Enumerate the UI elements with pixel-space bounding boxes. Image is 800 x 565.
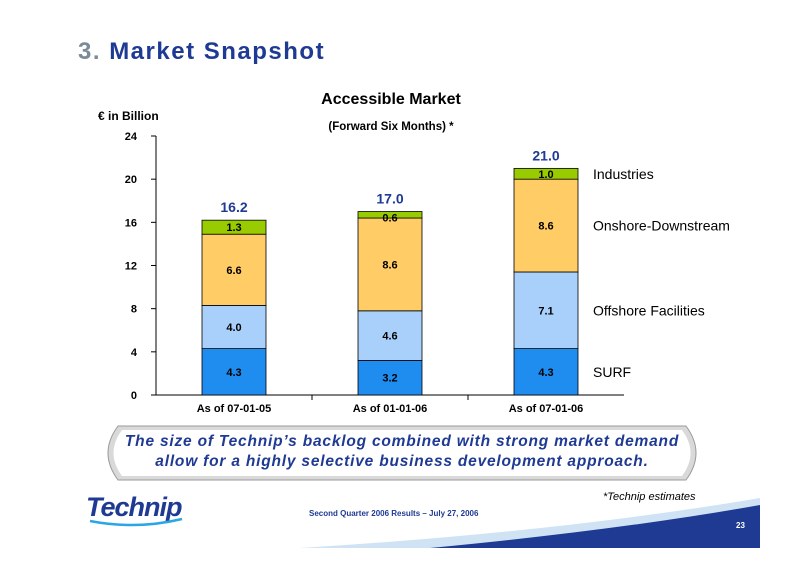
bar-segment: [513, 271, 579, 349]
x-tick-label: As of 01-01-06: [353, 403, 428, 415]
chart-subtitle: (Forward Six Months) *: [328, 121, 454, 133]
data-label: 4.6: [382, 331, 397, 343]
bar-segment: [357, 360, 423, 396]
data-label: 8.6: [538, 221, 553, 233]
technip-logo: Technip: [86, 492, 183, 527]
data-label: 0.6: [382, 213, 397, 225]
bar-segment: [357, 310, 423, 361]
bar-segment: [201, 348, 267, 396]
bar-segment: [513, 167, 579, 180]
total-label: 21.0: [532, 147, 559, 163]
data-label: 7.1: [538, 305, 553, 317]
y-tick-label: 16: [125, 217, 137, 229]
data-label: 1.3: [226, 222, 241, 234]
data-label: 4.3: [538, 367, 553, 379]
bar-segment: [357, 217, 423, 312]
data-label: 1.0: [538, 169, 553, 181]
callout-text: The size of Technip’s backlog combined w…: [96, 432, 708, 472]
chart-title: Accessible Market: [321, 91, 461, 108]
footnote: *Technip estimates: [603, 491, 696, 503]
data-label: 3.2: [382, 373, 397, 385]
data-label: 8.6: [382, 259, 397, 271]
data-label: 4.0: [226, 322, 241, 334]
section-title: Market Snapshot: [109, 38, 326, 65]
bar-segment: [513, 178, 579, 273]
callout-box: The size of Technip’s backlog combined w…: [96, 424, 708, 482]
y-tick-label: 20: [125, 174, 137, 186]
data-label: 6.6: [226, 265, 241, 277]
data-label: 4.3: [226, 367, 241, 379]
section-number: 3.: [78, 38, 102, 65]
page-title: 3. Market Snapshot: [78, 38, 325, 66]
x-tick-label: As of 07-01-06: [509, 403, 584, 415]
footer-text: Second Quarter 2006 Results – July 27, 2…: [309, 509, 479, 518]
legend-label: Industries: [593, 166, 654, 182]
legend-label: Onshore-Downstream: [593, 218, 730, 234]
bar-segment: [201, 219, 267, 235]
logo-wordmark: Technip: [86, 492, 182, 522]
y-tick-label: 0: [131, 390, 137, 402]
bar-segment: [201, 305, 267, 349]
y-axis-label: € in Billion: [98, 109, 159, 123]
y-tick-label: 24: [125, 131, 138, 143]
stacked-bar-chart: Accessible Market (Forward Six Months) * €…: [98, 91, 730, 415]
y-tick-label: 12: [125, 261, 137, 273]
callout-line-2: allow for a highly selective business de…: [155, 453, 649, 470]
page-number: 23: [736, 521, 745, 530]
legend-label: SURF: [593, 364, 631, 380]
callout-line-1: The size of Technip’s backlog combined w…: [124, 433, 680, 450]
legend-label: Offshore Facilities: [593, 302, 705, 318]
bar-segment: [513, 348, 579, 396]
total-label: 16.2: [220, 199, 247, 215]
y-tick-label: 8: [131, 304, 137, 316]
y-tick-label: 4: [131, 347, 138, 359]
x-tick-label: As of 07-01-05: [197, 403, 272, 415]
bar-segment: [357, 211, 423, 219]
total-label: 17.0: [376, 191, 403, 207]
